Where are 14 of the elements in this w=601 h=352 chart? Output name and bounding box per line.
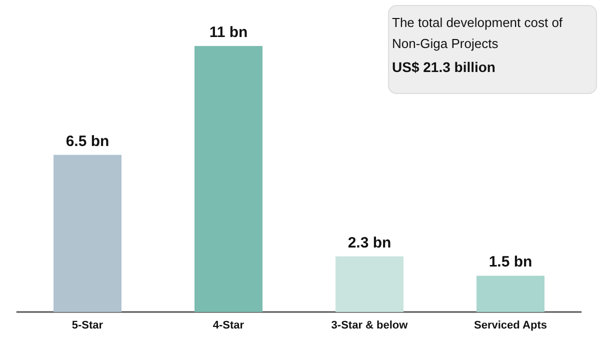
data-label: 6.5 bn: [66, 132, 110, 150]
annotation: US$ 21.3 billion: [392, 59, 496, 75]
data-label: 2.3 bn: [348, 234, 392, 252]
x-tick-label: 3-Star & below: [331, 320, 408, 332]
bar: [336, 256, 404, 312]
bar: [476, 276, 544, 312]
bar: [54, 154, 122, 312]
bar: [194, 46, 262, 312]
x-tick-label: 4-Star: [212, 320, 245, 332]
x-tick-label: 5-Star: [72, 320, 104, 332]
annotation: The total development cost of Non-Giga Projects: [392, 15, 566, 51]
x-tick-label: Serviced Apts: [474, 320, 547, 332]
data-label: 1.5 bn: [488, 254, 532, 271]
data-label: 11 bn: [209, 24, 248, 41]
